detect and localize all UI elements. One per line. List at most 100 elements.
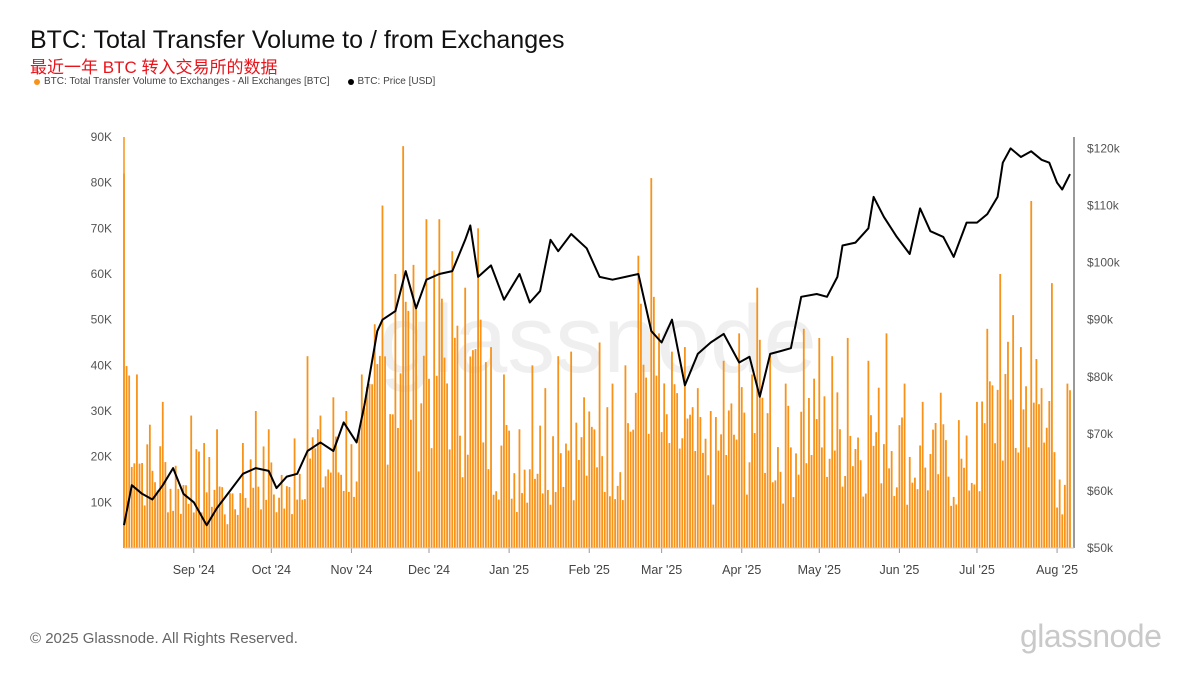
volume-bar <box>875 432 878 548</box>
volume-bars <box>123 146 1071 549</box>
volume-bar <box>167 512 169 548</box>
x-tick-label: Feb '25 <box>569 563 610 577</box>
volume-bar <box>986 328 989 548</box>
volume-bar <box>1007 341 1009 548</box>
volume-bar <box>355 481 358 548</box>
volume-bar <box>1053 452 1056 548</box>
volume-bar <box>567 450 570 548</box>
right-tick-label: $90k <box>1087 313 1114 327</box>
volume-bar <box>448 449 451 548</box>
volume-bar <box>260 509 262 548</box>
volume-bar <box>924 467 927 548</box>
volume-bar <box>278 497 280 548</box>
volume-bar <box>249 459 252 548</box>
volume-bar <box>810 455 813 548</box>
volume-bar <box>342 490 345 548</box>
volume-bar <box>802 328 805 548</box>
volume-bar <box>707 475 710 548</box>
volume-bar <box>159 446 162 548</box>
volume-bar <box>808 397 810 548</box>
volume-bar <box>717 450 720 548</box>
legend-item-price[interactable]: BTC: Price [USD] <box>347 76 435 87</box>
volume-bar <box>1004 374 1007 548</box>
volume-bar <box>143 505 146 548</box>
volume-bar <box>950 505 953 548</box>
volume-bar <box>973 484 976 548</box>
volume-bar <box>681 438 684 548</box>
volume-bar <box>329 472 332 548</box>
volume-bar <box>712 504 715 548</box>
chart-subtitle: 最近一年 BTC 转入交易所的数据 <box>30 58 278 77</box>
volume-bar <box>1066 383 1069 548</box>
legend-item-volume[interactable]: BTC: Total Transfer Volume to Exchanges … <box>34 76 330 87</box>
volume-bar <box>725 455 728 548</box>
volume-bar <box>265 499 268 548</box>
volume-bar <box>981 401 984 548</box>
volume-bar <box>174 465 177 548</box>
left-tick-label: 10K <box>91 495 112 509</box>
left-tick-label: 70K <box>91 221 112 235</box>
volume-bar <box>647 433 650 548</box>
volume-bar <box>309 458 311 548</box>
volume-bar <box>983 423 986 548</box>
volume-bar <box>378 355 381 548</box>
volume-bar <box>611 383 614 548</box>
x-tick-label: Dec '24 <box>408 563 450 577</box>
volume-bar <box>660 432 663 548</box>
volume-bar <box>523 469 526 548</box>
volume-bar <box>353 496 355 548</box>
volume-bar <box>327 469 330 548</box>
volume-bar <box>947 476 950 548</box>
volume-bar <box>539 425 542 548</box>
volume-bar <box>1048 400 1051 548</box>
volume-bar <box>479 319 482 548</box>
copyright-footer: © 2025 Glassnode. All Rights Reserved. <box>30 630 298 647</box>
volume-bar <box>929 453 932 548</box>
left-tick-label: 40K <box>91 358 112 372</box>
volume-bar <box>412 264 415 548</box>
volume-bar <box>903 383 906 548</box>
volume-bar <box>513 473 516 548</box>
volume-bar <box>640 303 642 548</box>
volume-bar <box>314 448 317 548</box>
volume-bar <box>709 411 712 548</box>
volume-bar <box>624 365 627 548</box>
x-tick-label: Nov '24 <box>330 563 372 577</box>
legend-label-volume: BTC: Total Transfer Volume to Exchanges … <box>44 76 330 87</box>
volume-bar <box>996 389 999 548</box>
volume-bar <box>466 454 469 548</box>
volume-bar <box>203 442 206 548</box>
volume-bar <box>438 219 441 548</box>
volume-bar <box>862 496 865 548</box>
volume-bar <box>270 462 273 548</box>
volume-bar <box>841 486 844 548</box>
volume-bar <box>658 333 660 548</box>
volume-bar <box>1014 447 1017 548</box>
volume-bar <box>417 471 420 548</box>
volume-bar <box>531 365 534 548</box>
volume-bar <box>443 357 446 548</box>
volume-bar <box>451 251 454 548</box>
volume-bar <box>368 383 371 548</box>
x-tick-label: Apr '25 <box>722 563 761 577</box>
volume-bar <box>676 393 679 548</box>
volume-bar <box>836 392 839 548</box>
volume-bar <box>518 429 521 548</box>
volume-bar <box>722 360 725 548</box>
volume-bar <box>226 524 229 548</box>
volume-bar <box>921 401 924 548</box>
volume-bar <box>789 447 792 548</box>
volume-bar <box>813 378 816 548</box>
volume-bar <box>446 383 448 548</box>
glassnode-logo[interactable]: glassnode <box>1020 618 1162 654</box>
left-tick-label: 50K <box>91 313 112 327</box>
volume-bar <box>699 416 702 548</box>
volume-bar <box>784 383 787 548</box>
volume-bar <box>487 469 490 548</box>
volume-bar <box>621 500 624 548</box>
volume-bar <box>505 424 508 548</box>
chart-title: BTC: Total Transfer Volume to / from Exc… <box>30 26 565 54</box>
volume-bar <box>820 447 823 548</box>
volume-bar <box>663 383 666 548</box>
